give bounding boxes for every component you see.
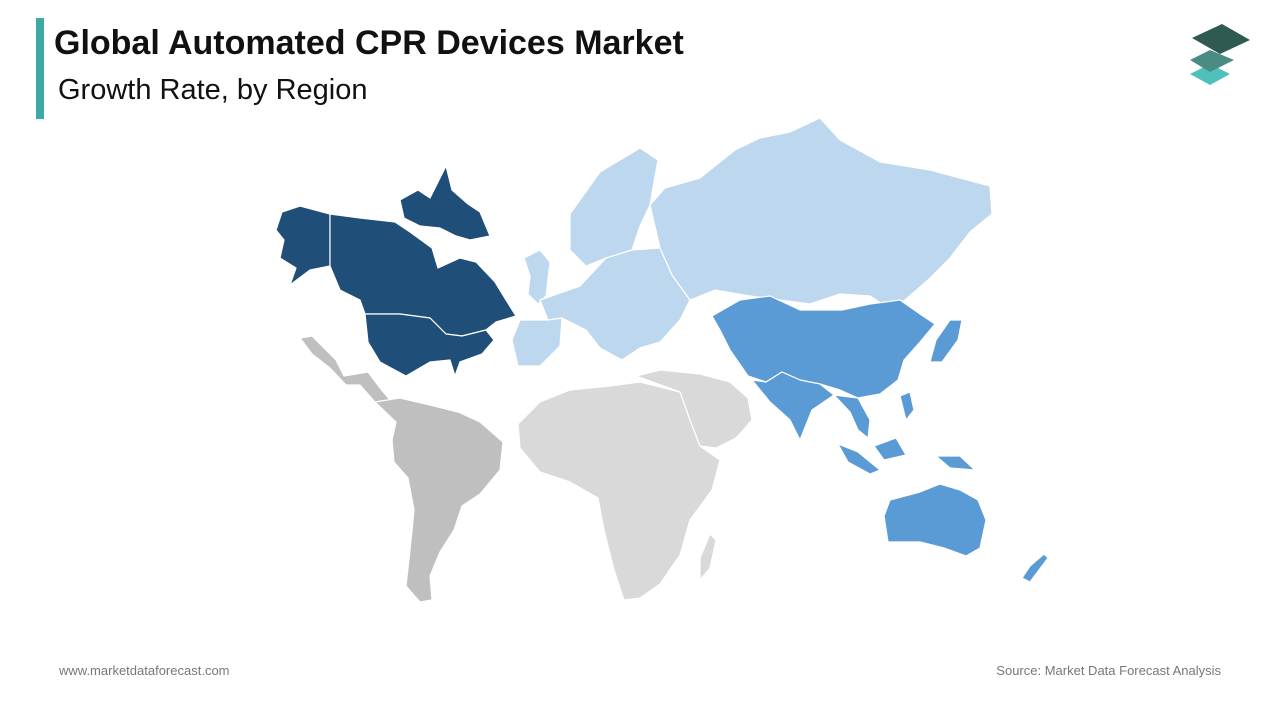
logo-layer-bottom	[1190, 64, 1230, 85]
title-accent-bar	[36, 18, 44, 119]
stacked-layers-icon	[1190, 24, 1250, 85]
region-north-america	[275, 165, 517, 377]
region-asia-pacific	[711, 295, 1049, 583]
region-europe	[511, 147, 691, 367]
logo-layer-top	[1192, 24, 1250, 54]
source-footer: Source: Market Data Forecast Analysis	[996, 663, 1221, 678]
page-subtitle: Growth Rate, by Region	[58, 74, 368, 106]
region-russia	[649, 117, 993, 309]
page-title: Global Automated CPR Devices Market	[54, 24, 684, 62]
website-footer: www.marketdataforecast.com	[59, 663, 230, 678]
region-latin-america	[299, 335, 504, 603]
logo-layer-middle	[1190, 50, 1234, 72]
region-middle-east-africa	[517, 369, 753, 601]
